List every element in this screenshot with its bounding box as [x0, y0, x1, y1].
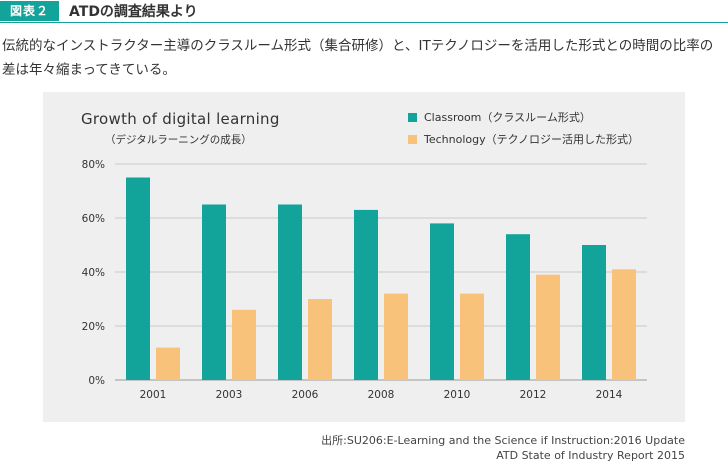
x-tick-label: 2001	[140, 389, 167, 401]
source-note: 出所:SU206:E-Learning and the Science if I…	[321, 433, 685, 463]
classroom-bar-2003	[202, 204, 226, 380]
bar-chart: 0%20%40%60%80% 2001 2003 2006 2008 2010 2012 2…	[82, 159, 647, 401]
legend-item-technology: Technology（テクノロジー活用した形式）	[408, 130, 639, 148]
source-line-2: ATD State of Industry Report 2015	[496, 449, 685, 462]
classroom-bar-2008	[354, 209, 378, 380]
chart-subtitle: （デジタルラーニングの成長）	[105, 134, 252, 146]
chart-legend: Classroom（クラスルーム形式） Technology（テクノロジー活用し…	[408, 108, 639, 152]
x-tick-label: 2006	[292, 389, 319, 401]
header-divider	[0, 22, 728, 23]
legend-item-classroom: Classroom（クラスルーム形式）	[408, 108, 639, 126]
y-tick-label: 20%	[82, 321, 105, 333]
technology-bar-2012	[536, 274, 560, 380]
technology-bar-2003	[232, 309, 256, 380]
x-tick-label: 2008	[368, 389, 395, 401]
x-tick-label: 2003	[216, 389, 243, 401]
y-axis-ticks: 0% 20% 40% 60% 80%	[82, 159, 105, 387]
chart-panel: 0% 20% 40% 60% 80% 2001 2003 2006 2008 2010 2012 2…	[43, 92, 685, 422]
technology-bar-2014	[612, 269, 636, 380]
legend-swatch-classroom	[408, 112, 417, 122]
legend-swatch-technology	[408, 134, 417, 144]
x-tick-label: 2012	[520, 389, 547, 401]
x-tick-label: 2014	[596, 389, 623, 401]
classroom-bar-2012	[506, 234, 530, 380]
x-tick-label: 2010	[444, 389, 471, 401]
chart-title: Growth of digital learning	[81, 110, 280, 128]
figure-header: 図表２ ATDの調査結果より	[0, 0, 198, 22]
y-tick-label: 60%	[82, 213, 105, 225]
technology-bar-2001	[156, 347, 180, 380]
figure-badge: 図表２	[0, 1, 60, 21]
classroom-bar-2010	[430, 223, 454, 380]
gridlines	[115, 163, 647, 381]
classroom-bar-2001	[126, 177, 150, 380]
bars	[126, 177, 636, 380]
legend-label-classroom: Classroom（クラスルーム形式）	[424, 111, 591, 124]
legend-label-technology: Technology（テクノロジー活用した形式）	[424, 133, 639, 146]
classroom-bar-2014	[582, 245, 606, 380]
y-tick-label: 40%	[82, 267, 105, 279]
figure-title: ATDの調査結果より	[69, 4, 198, 20]
technology-bar-2006	[308, 299, 332, 380]
y-tick-label: 80%	[82, 159, 105, 171]
classroom-bar-2006	[278, 204, 302, 380]
source-line-1: 出所:SU206:E-Learning and the Science if I…	[321, 434, 685, 447]
figure-description: 伝統的なインストラクター主導のクラスルーム形式（集合研修）と、ITテクノロジーを…	[2, 38, 714, 78]
technology-bar-2010	[460, 293, 484, 380]
x-axis-ticks: 2001 2003 2006 2008 2010 2012 2014	[140, 389, 623, 401]
technology-bar-2008	[384, 293, 408, 380]
y-tick-label: 0%	[88, 375, 105, 387]
